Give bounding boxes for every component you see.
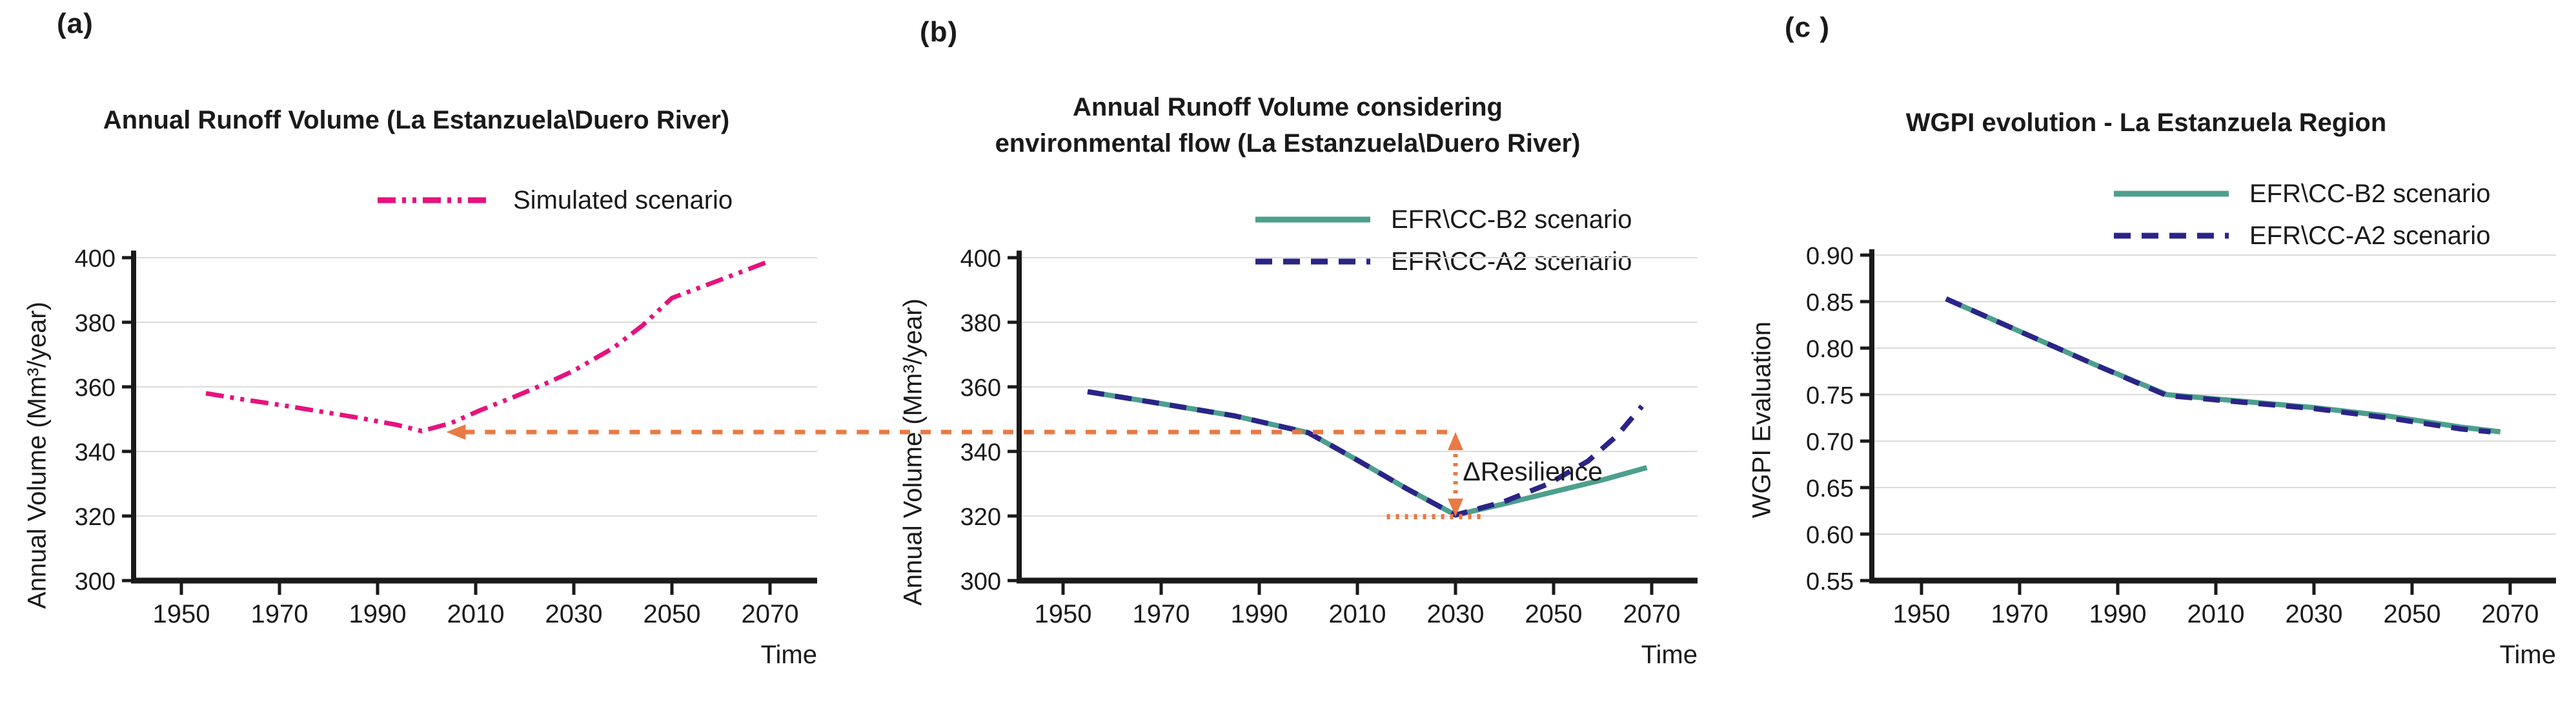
panel-c-label: (c ) — [1785, 12, 1830, 43]
x-tick-label: 2030 — [545, 600, 603, 628]
y-tick-label: 0.90 — [1806, 243, 1854, 270]
resilience-label: ΔResilience — [1463, 457, 1603, 486]
panel-a-title: Annual Runoff Volume (La Estanzuela\Duer… — [16, 102, 816, 138]
y-tick-label: 380 — [75, 310, 116, 337]
x-tick-label: 2050 — [644, 600, 701, 628]
series-line — [1087, 389, 1644, 518]
panel-a-title-line: Annual Runoff Volume (La Estanzuela\Duer… — [103, 106, 730, 134]
panel-c-x-axis-title: Time — [2499, 641, 2556, 669]
panel-a-label: (a) — [57, 8, 94, 39]
panel-b-title-line-1: Annual Runoff Volume considering — [1073, 93, 1503, 121]
panel-c-title-line: WGPI evolution - La Estanzuela Region — [1905, 108, 2387, 137]
panel-b-legend-row-a2: EFR\CC-A2 scenario — [1254, 247, 1632, 276]
y-tick-label: 400 — [75, 245, 116, 273]
y-tick-label: 300 — [960, 568, 1001, 595]
y-tick-label: 0.75 — [1806, 382, 1854, 409]
panel-c-title: WGPI evolution - La Estanzuela Region — [1746, 105, 2546, 141]
panel-a: (a) Annual Runoff Volume (La Estanzuela\… — [0, 0, 858, 702]
efr-cc-b2-line-sample — [1255, 216, 1370, 223]
x-tick-label: 2070 — [1623, 600, 1681, 628]
y-tick-label: 0.55 — [1806, 568, 1854, 595]
panel-b-x-axis-title: Time — [1641, 641, 1698, 669]
simulated-scenario-line-sample — [378, 197, 492, 203]
x-tick-label: 2050 — [1525, 600, 1583, 628]
efr-cc-a2-line-sample — [1255, 258, 1370, 265]
panel-c-legend-row-a2: EFR\CC-A2 scenario — [2113, 222, 2490, 250]
x-tick-label: 1990 — [349, 600, 407, 628]
panel-b-label: (b) — [920, 16, 958, 48]
legend-item-efr-cc-b2: EFR\CC-B2 scenario — [2249, 179, 2491, 208]
x-tick-label: 2030 — [1427, 600, 1485, 628]
resilience-arrowhead-up-icon — [1448, 432, 1463, 450]
x-tick-label: 1970 — [251, 600, 309, 628]
panel-a-x-axis-title: Time — [760, 641, 817, 669]
x-tick-label: 1970 — [1991, 600, 2049, 628]
legend-item-efr-cc-b2: EFR\CC-B2 scenario — [1391, 205, 1632, 234]
y-tick-label: 0.80 — [1806, 336, 1854, 363]
panel-c-legend-row-b2: EFR\CC-B2 scenario — [2113, 180, 2490, 208]
y-tick-label: 0.60 — [1806, 522, 1854, 549]
y-tick-label: 340 — [960, 439, 1001, 466]
x-tick-label: 1990 — [2089, 600, 2147, 628]
y-tick-label: 340 — [75, 439, 116, 466]
reference-arrowhead-icon — [446, 424, 466, 440]
x-tick-label: 1950 — [1035, 600, 1092, 628]
x-tick-label: 2070 — [742, 600, 799, 628]
chart-a-plot: 300 320 340 360 380 400 1950 1970 1990 2010 2030 20… — [75, 245, 858, 628]
y-tick-label: 360 — [75, 375, 116, 402]
x-tick-label: 2010 — [447, 600, 505, 628]
panel-b-title: Annual Runoff Volume considering environ… — [887, 89, 1688, 161]
legend-item-simulated-scenario: Simulated scenario — [513, 185, 733, 214]
legend-item-efr-cc-a2: EFR\CC-A2 scenario — [2249, 221, 2491, 250]
panel-a-legend: Simulated scenario — [376, 186, 733, 214]
chart-b-plot: 300 320 340 360 380 400 1950 1970 1990 2010 2030 20… — [858, 245, 1698, 628]
y-tick-label: 0.65 — [1806, 475, 1854, 502]
x-tick-label: 2050 — [2384, 600, 2441, 628]
panel-c: (c ) WGPI evolution - La Estanzuela Regi… — [1717, 0, 2576, 702]
x-tick-label: 1970 — [1133, 600, 1190, 628]
panel-b-title-line-2: environmental flow (La Estanzuela\Duero … — [995, 129, 1581, 158]
chart-c-plot: 0.55 0.60 0.65 0.70 0.75 0.80 0.85 0.90 1950 1970… — [1806, 243, 2556, 628]
x-tick-label: 1950 — [153, 600, 210, 628]
series-line — [205, 258, 771, 433]
series-line — [1945, 296, 2491, 435]
y-tick-label: 400 — [960, 245, 1001, 273]
x-tick-label: 1950 — [1893, 600, 1951, 628]
y-tick-label: 320 — [960, 504, 1001, 531]
x-tick-label: 2010 — [2187, 600, 2245, 628]
y-tick-label: 380 — [960, 310, 1001, 337]
x-tick-label: 2030 — [2286, 600, 2343, 628]
x-tick-label: 1990 — [1231, 600, 1288, 628]
y-tick-label: 300 — [75, 568, 116, 595]
legend-item-efr-cc-a2: EFR\CC-A2 scenario — [1391, 247, 1632, 276]
x-tick-label: 2010 — [1329, 600, 1386, 628]
series-line — [1087, 389, 1648, 518]
x-tick-label: 2070 — [2482, 600, 2539, 628]
y-tick-label: 320 — [75, 504, 116, 531]
series-line — [1945, 296, 2501, 435]
y-tick-label: 0.85 — [1806, 289, 1854, 316]
efr-cc-b2-line-sample — [2114, 191, 2229, 197]
panel-b: (b) Annual Runoff Volume considering env… — [858, 0, 1717, 702]
y-tick-label: 0.70 — [1806, 429, 1854, 456]
panel-b-legend-row-b2: EFR\CC-B2 scenario — [1254, 205, 1632, 234]
y-tick-label: 360 — [960, 375, 1001, 402]
resilience-arrowhead-down-icon — [1448, 499, 1463, 517]
efr-cc-a2-line-sample — [2114, 232, 2229, 239]
